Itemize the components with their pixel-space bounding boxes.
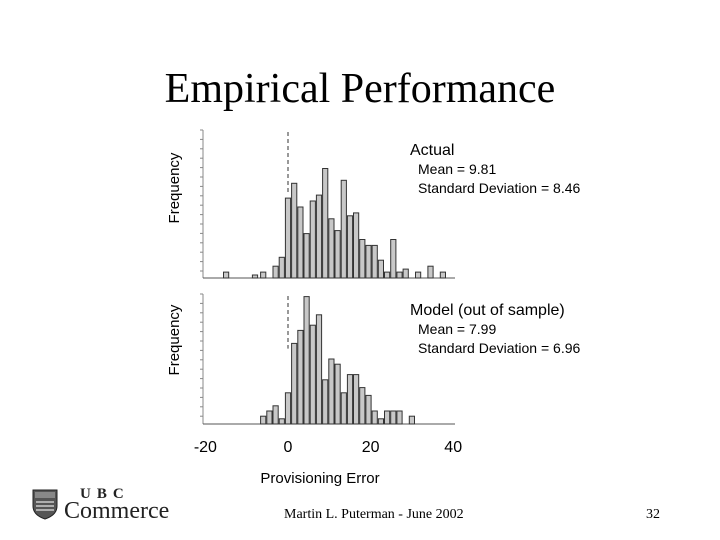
histogram-bar bbox=[377, 418, 384, 425]
histogram-panel-2: Model (out of sample) Mean = 7.99 Standard… bbox=[166, 293, 580, 456]
histogram-bar bbox=[303, 233, 310, 279]
logo-commerce-text: Commerce bbox=[64, 498, 170, 524]
histogram-bar bbox=[384, 271, 391, 279]
histogram-bar bbox=[328, 218, 335, 279]
histogram-bar bbox=[427, 265, 434, 279]
histogram-bar bbox=[309, 200, 316, 279]
histogram-panel-1: Actual Mean = 9.81 Standard Deviation = 8.… bbox=[166, 129, 580, 279]
histogram-bar bbox=[309, 324, 316, 425]
annotation-text: Mean = 9.81 bbox=[418, 161, 496, 177]
chart-title: Model (out of sample) bbox=[410, 302, 565, 319]
histogram-bar bbox=[408, 415, 415, 425]
histogram-bar bbox=[260, 415, 267, 425]
histogram-bar bbox=[390, 410, 397, 425]
histogram-bar bbox=[359, 239, 366, 279]
histogram-bar bbox=[251, 274, 259, 279]
histogram-bar bbox=[359, 387, 366, 425]
histogram-bar bbox=[297, 329, 304, 425]
y-axis-label: Frequency bbox=[166, 152, 183, 223]
histogram-bar bbox=[284, 392, 292, 425]
histogram-bar bbox=[284, 197, 292, 279]
histogram-bar bbox=[322, 379, 329, 425]
histogram-bar bbox=[340, 179, 347, 279]
histogram-bar bbox=[291, 182, 298, 279]
annotation-text: Standard Deviation = 8.46 bbox=[418, 180, 580, 196]
x-axis-label: Provisioning Error bbox=[260, 470, 379, 487]
histogram-bar bbox=[297, 206, 304, 279]
histogram-bar bbox=[315, 194, 323, 279]
histogram-bar bbox=[439, 271, 446, 279]
annotation-text: Mean = 7.99 bbox=[418, 321, 496, 337]
histogram-bar bbox=[377, 259, 384, 279]
histogram-bar bbox=[353, 212, 360, 279]
footer-author: Martin L. Puterman - June 2002 bbox=[284, 507, 464, 522]
histogram-bar bbox=[278, 418, 285, 425]
histogram-bar bbox=[396, 410, 403, 425]
histogram-bar bbox=[402, 268, 409, 279]
histogram-bar bbox=[340, 392, 347, 425]
histogram-bar bbox=[291, 342, 298, 425]
x-tick-label: -20 bbox=[194, 439, 217, 456]
histogram-bar bbox=[346, 374, 354, 425]
page-number: 32 bbox=[646, 507, 660, 522]
histogram-bar bbox=[334, 363, 341, 425]
histogram-bar bbox=[415, 271, 422, 279]
logo-ubc-text: UBC bbox=[80, 486, 130, 502]
histogram-bar bbox=[223, 271, 230, 279]
ubc-commerce-logo: UBC Commerce bbox=[32, 484, 192, 528]
histogram-bar bbox=[365, 244, 372, 279]
histogram-bar bbox=[272, 265, 279, 279]
slide-title: Empirical Performance bbox=[164, 66, 556, 112]
histogram-bar bbox=[260, 271, 267, 279]
histogram-bar bbox=[303, 296, 310, 425]
x-tick-label: 0 bbox=[284, 439, 293, 456]
histogram-bar bbox=[371, 410, 378, 425]
histogram-bar bbox=[390, 239, 397, 279]
crest-icon bbox=[32, 489, 58, 520]
histogram-bar bbox=[266, 410, 273, 425]
histogram-bar bbox=[322, 168, 329, 279]
y-axis-label: Frequency bbox=[166, 304, 183, 375]
histogram-bar bbox=[371, 244, 378, 279]
histogram-bar bbox=[396, 271, 403, 279]
histogram-bar bbox=[346, 215, 354, 279]
histogram-bar bbox=[315, 314, 323, 425]
histogram-bar bbox=[334, 230, 341, 279]
histogram-bar bbox=[384, 410, 391, 425]
x-tick-label: 20 bbox=[362, 439, 380, 456]
histogram-bar bbox=[365, 394, 372, 425]
histogram-bar bbox=[272, 405, 279, 425]
chart-title: Actual bbox=[410, 142, 454, 159]
x-tick-label: 40 bbox=[444, 439, 462, 456]
annotation-text: Standard Deviation = 6.96 bbox=[418, 340, 580, 356]
histogram-bar bbox=[278, 256, 285, 279]
histogram-bar bbox=[353, 374, 360, 425]
histogram-bar bbox=[328, 358, 335, 425]
